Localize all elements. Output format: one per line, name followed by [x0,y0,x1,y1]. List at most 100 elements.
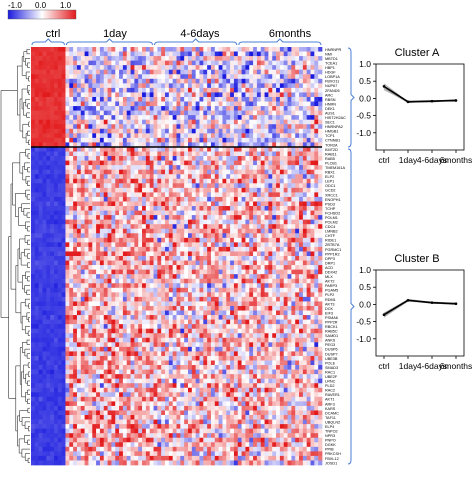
heatmap-cell [92,296,97,302]
heatmap-cell [195,260,200,266]
heatmap-cell [172,151,177,157]
heatmap-cell [210,137,216,143]
heatmap-cell [210,178,216,184]
heatmap-cell [107,69,112,75]
heatmap-cell [149,287,154,293]
heatmap-cell [61,151,66,157]
heatmap-cell [253,124,258,130]
heatmap-cell [268,296,273,302]
heatmap-cell [115,74,120,80]
heatmap-cell [65,187,70,193]
heatmap-cell [153,169,158,175]
heatmap-cell [276,315,281,320]
heatmap-cell [168,269,174,275]
heatmap-cell [256,96,262,102]
heatmap-cell [191,106,196,111]
heatmap-cell [142,178,147,184]
heatmap-cell [268,265,273,270]
heatmap-cell [76,265,82,270]
heatmap-cell [222,160,227,166]
heatmap-cell [107,292,112,298]
heatmap-cell [306,119,311,125]
heatmap-cell [130,315,135,320]
heatmap-cell [50,169,55,175]
heatmap-cell [187,315,193,320]
heatmap-cell [46,78,51,84]
heatmap-cell [145,296,151,302]
heatmap-cell [199,301,204,307]
heatmap-cell [53,246,59,252]
heatmap-cell [302,265,308,270]
heatmap-cell [76,242,82,248]
heatmap-cell [161,65,166,71]
heatmap-cell [184,242,189,248]
heatmap-cell [241,160,246,166]
heatmap-cell [184,196,189,202]
heatmap-cell [279,256,285,261]
heatmap-cell [226,165,231,171]
heatmap-cell [168,237,174,243]
heatmap-cell [34,169,40,175]
heatmap-cell [191,315,196,320]
heatmap-cell [226,87,231,93]
heatmap-cell [165,78,170,84]
heatmap-cell [222,278,227,284]
heatmap-cell [268,83,273,89]
heatmap-cell [31,156,36,161]
heatmap-cell [260,178,265,184]
heatmap-cell [73,92,78,98]
heatmap-cell [69,160,74,166]
heatmap-cell [53,65,59,71]
heatmap-cell [306,92,311,98]
heatmap-cell [38,128,43,134]
heatmap-cell [237,242,242,248]
heatmap-cell [230,137,235,143]
heatmap-cell [57,124,62,130]
heatmap-cell [184,256,189,261]
heatmap-cell [283,296,288,302]
heatmap-cell [295,192,300,198]
heatmap-cell [318,96,323,102]
heatmap-cell [199,156,204,161]
heatmap-cell [264,101,269,107]
heatmap-cell [107,196,112,202]
heatmap-cell [138,47,143,52]
heatmap-cell [31,224,36,230]
heatmap-cell [157,237,162,243]
heatmap-cell [306,278,311,284]
heatmap-cell [299,246,304,252]
heatmap-cell [149,169,154,175]
heatmap-cell [73,256,78,261]
heatmap-cell [272,292,277,298]
heatmap-cell [184,146,189,152]
heatmap-cell [38,165,43,171]
heatmap-cell [203,265,208,270]
heatmap-cell [256,174,262,180]
heatmap-cell [31,228,36,234]
heatmap-cell [272,74,277,80]
heatmap-cell [264,274,269,280]
heatmap-cell [119,324,124,330]
heatmap-cell [165,296,170,302]
heatmap-cell [210,78,216,84]
heatmap-cell [126,278,131,284]
heatmap-cell [130,60,135,66]
heatmap-cell [272,65,277,71]
heatmap-cell [180,246,185,252]
heatmap-cell [145,137,151,143]
heatmap-cell [172,206,177,211]
heatmap-cell [279,251,285,257]
heatmap-cell [230,310,235,316]
heatmap-cell [187,128,193,134]
heatmap-cell [226,115,231,121]
heatmap-cell [302,156,308,161]
heatmap-cell [138,305,143,311]
heatmap-cell [130,260,135,266]
heatmap-cell [279,133,285,139]
heatmap-cell [96,56,101,61]
heatmap-cell [57,133,62,139]
heatmap-cell [226,146,231,152]
heatmap-cell [264,260,269,266]
heatmap-cell [180,310,185,316]
heatmap-cell [130,174,135,180]
